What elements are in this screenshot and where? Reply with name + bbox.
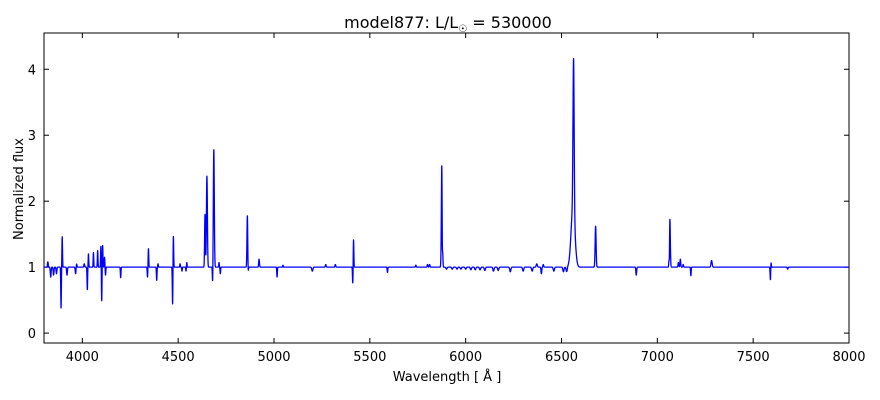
y-axis-label: Normalized flux xyxy=(12,138,27,240)
title-subscript: ☉ xyxy=(458,24,467,35)
title-value: = 530000 xyxy=(467,13,552,32)
y-tick-label: 0 xyxy=(28,327,36,342)
x-axis-label: Wavelength [ Å ] xyxy=(393,369,502,385)
y-tick-label: 4 xyxy=(28,63,36,78)
title-main: model877: L/L xyxy=(344,13,458,32)
x-tick-label: 6000 xyxy=(449,350,482,365)
x-tick-label: 5500 xyxy=(353,350,386,365)
spectrum-series-line xyxy=(44,58,849,309)
x-tick-label: 6500 xyxy=(545,350,578,365)
y-tick-label: 3 xyxy=(28,129,36,144)
x-tick-label: 4000 xyxy=(66,350,99,365)
y-tick-label: 2 xyxy=(28,195,36,210)
x-tick-label: 7500 xyxy=(737,350,770,365)
plot-area xyxy=(43,32,850,344)
x-tick-label: 7000 xyxy=(641,350,674,365)
x-tick-label: 5000 xyxy=(257,350,290,365)
x-tick-label: 8000 xyxy=(832,350,865,365)
x-tick-label: 4500 xyxy=(162,350,195,365)
y-tick-label: 1 xyxy=(28,261,36,276)
chart-title: model877: L/L☉ = 530000 xyxy=(344,13,552,35)
axis-tick-labels: 4000 4500 5000 5500 6000 6500 7000 7500 8000 0 1 2 3… xyxy=(28,63,866,365)
